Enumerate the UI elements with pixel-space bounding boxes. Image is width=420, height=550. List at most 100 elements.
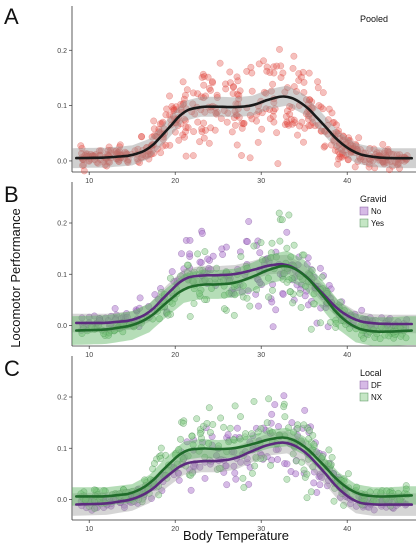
data-point xyxy=(190,128,198,136)
data-point xyxy=(235,113,243,121)
data-point xyxy=(303,494,311,502)
data-point xyxy=(201,248,209,256)
data-point xyxy=(142,152,150,160)
data-point xyxy=(196,138,204,146)
data-point xyxy=(162,451,170,459)
data-point xyxy=(224,431,232,439)
data-point xyxy=(151,291,159,299)
y-tick-label: 0.2 xyxy=(57,395,67,402)
data-point xyxy=(198,125,206,133)
data-point xyxy=(394,161,401,169)
data-point xyxy=(238,124,246,132)
data-point xyxy=(182,128,189,136)
data-point xyxy=(255,302,262,310)
data-point xyxy=(288,120,296,128)
data-point xyxy=(349,142,357,150)
data-point xyxy=(346,137,354,145)
data-point xyxy=(283,278,291,286)
data-point xyxy=(212,110,220,118)
data-point xyxy=(216,59,224,67)
legend-title: Local xyxy=(360,368,382,378)
data-point xyxy=(189,469,196,477)
data-point xyxy=(188,432,196,440)
data-point xyxy=(234,77,242,85)
data-point xyxy=(155,491,163,499)
data-point xyxy=(274,456,282,463)
data-point xyxy=(189,100,197,108)
data-point xyxy=(258,125,266,133)
data-point xyxy=(283,244,291,252)
confidence-band xyxy=(72,85,416,169)
data-point xyxy=(209,79,216,87)
data-point xyxy=(300,421,308,429)
data-point xyxy=(182,124,190,131)
data-point xyxy=(250,398,258,405)
data-point xyxy=(360,335,367,342)
data-point xyxy=(306,96,314,104)
data-point xyxy=(174,122,182,130)
data-point xyxy=(317,103,325,111)
data-point xyxy=(275,423,282,430)
data-point xyxy=(277,74,285,81)
data-point xyxy=(269,323,277,331)
data-point xyxy=(329,119,337,127)
data-point xyxy=(298,458,306,466)
legend-title: Gravid xyxy=(360,194,387,204)
data-point xyxy=(196,266,204,274)
data-point xyxy=(183,261,191,269)
data-point xyxy=(150,460,158,467)
data-point xyxy=(281,413,289,421)
data-point xyxy=(258,256,266,264)
data-point xyxy=(222,80,229,88)
data-point xyxy=(335,127,343,135)
data-point xyxy=(283,228,291,236)
data-point xyxy=(280,392,288,400)
data-point xyxy=(276,45,283,53)
data-point xyxy=(384,147,392,155)
data-point xyxy=(106,158,114,166)
data-point xyxy=(314,121,322,129)
data-point xyxy=(243,294,251,302)
data-point xyxy=(318,127,325,135)
data-point xyxy=(150,132,158,140)
y-tick-label: 0.1 xyxy=(57,272,67,279)
data-point xyxy=(298,118,306,126)
y-tick-label: 0.0 xyxy=(57,323,67,330)
y-tick-label: 0.0 xyxy=(57,158,67,165)
data-point xyxy=(194,250,202,258)
data-point xyxy=(235,95,243,103)
data-point xyxy=(327,141,335,149)
data-point xyxy=(157,455,165,462)
data-point xyxy=(183,438,191,446)
data-point xyxy=(386,166,393,174)
data-point xyxy=(296,289,304,297)
data-point xyxy=(189,89,197,97)
data-point xyxy=(256,279,264,287)
data-point xyxy=(211,126,219,134)
data-point xyxy=(258,109,266,117)
data-point xyxy=(269,286,276,294)
data-point xyxy=(178,250,185,258)
scatter-points xyxy=(77,45,411,175)
data-point xyxy=(107,312,115,320)
data-point xyxy=(200,134,208,142)
data-point xyxy=(186,250,194,258)
data-point xyxy=(257,239,265,247)
x-tick-label: 40 xyxy=(343,352,351,359)
data-point xyxy=(194,90,202,98)
data-point xyxy=(141,476,149,484)
data-point xyxy=(248,69,256,77)
data-point xyxy=(179,101,187,109)
data-point xyxy=(111,305,119,312)
x-tick-label: 20 xyxy=(171,352,179,359)
data-point xyxy=(300,78,308,86)
data-point xyxy=(201,108,209,116)
x-tick-label: 20 xyxy=(171,526,179,533)
data-point xyxy=(155,125,163,133)
data-point xyxy=(292,470,300,478)
data-point xyxy=(168,268,176,276)
confidence-band xyxy=(72,254,416,334)
data-point xyxy=(300,88,308,96)
data-point xyxy=(268,428,276,436)
data-point xyxy=(157,444,165,452)
